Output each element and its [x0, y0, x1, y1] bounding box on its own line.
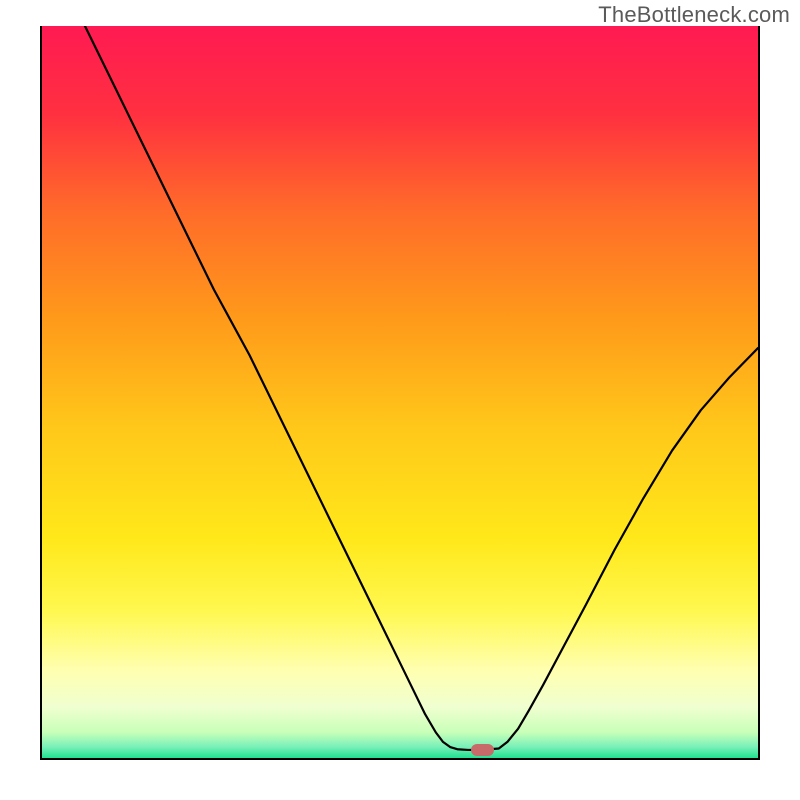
watermark-label: TheBottleneck.com: [598, 2, 790, 28]
optimum-marker: [471, 744, 494, 756]
chart-container: TheBottleneck.com: [0, 0, 800, 800]
bottleneck-curve: [42, 26, 758, 758]
plot-area: [42, 26, 758, 758]
